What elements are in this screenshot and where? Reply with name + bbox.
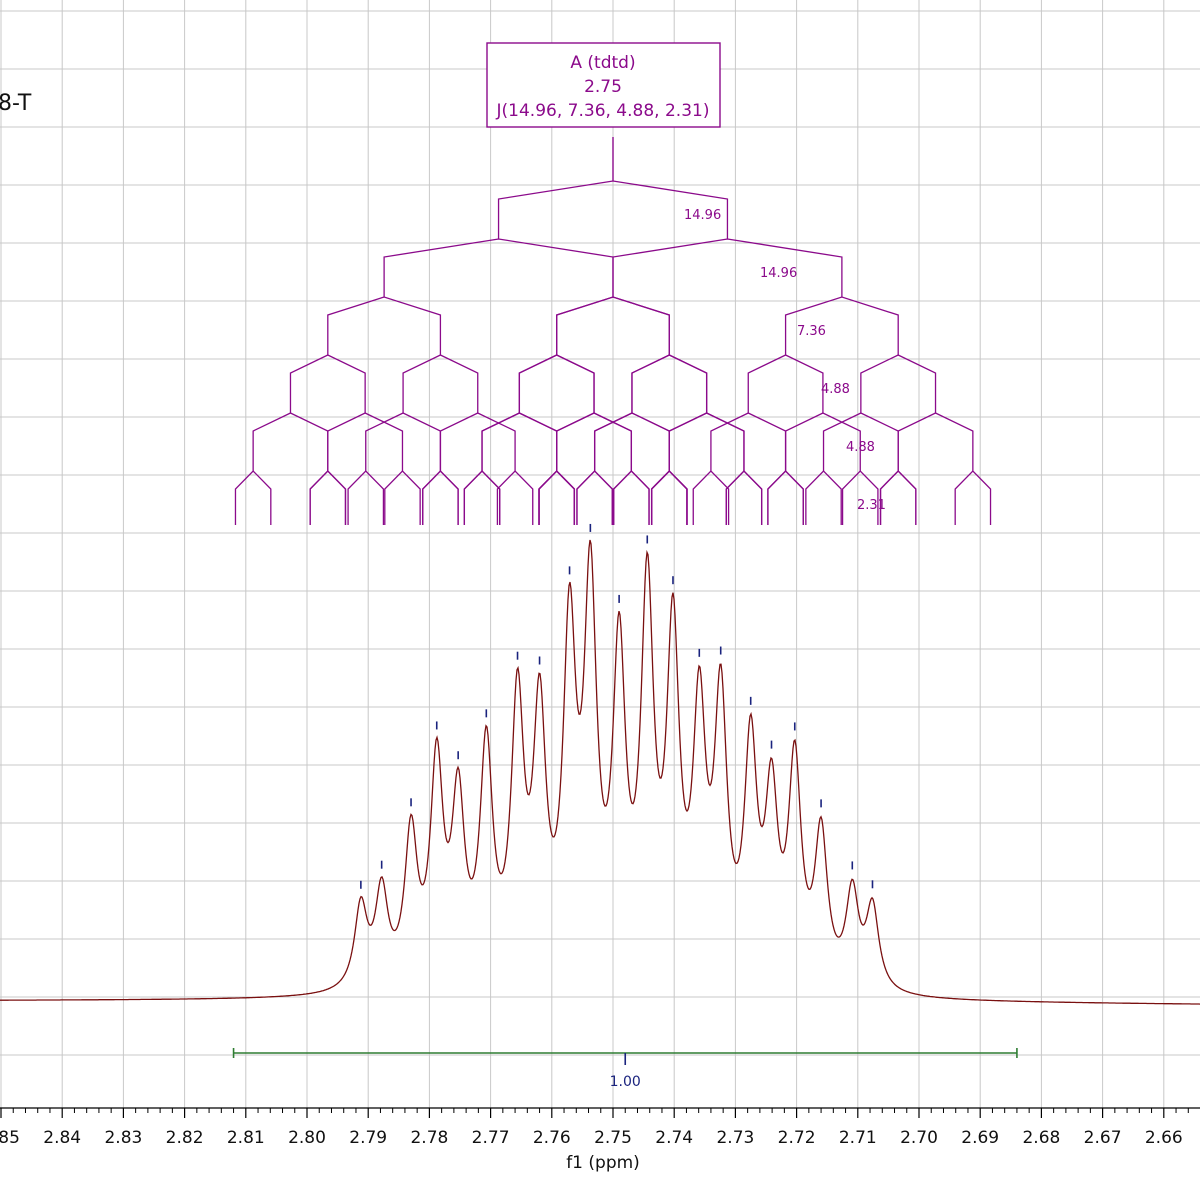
tree-branch bbox=[613, 470, 650, 525]
tree-branch bbox=[463, 470, 501, 525]
x-tick-label: 2.68 bbox=[1022, 1128, 1060, 1148]
tree-branch bbox=[463, 470, 501, 525]
tree-branch bbox=[692, 470, 730, 525]
tree-branch bbox=[496, 470, 534, 525]
coupling-constant-label: 14.96 bbox=[760, 266, 797, 281]
tree-branch bbox=[710, 412, 787, 471]
tree-branch bbox=[538, 470, 576, 525]
grid-lines bbox=[0, 0, 1200, 1108]
x-tick-label: 2.82 bbox=[166, 1128, 204, 1148]
tree-branch bbox=[841, 470, 879, 525]
tree-branch bbox=[289, 354, 366, 413]
x-tick-label: 2.74 bbox=[655, 1128, 693, 1148]
tree-branch bbox=[805, 470, 842, 525]
coupling-constant-label: 14.96 bbox=[684, 208, 721, 223]
tree-branch bbox=[384, 470, 421, 525]
x-tick-label: 2.84 bbox=[43, 1128, 81, 1148]
tree-branch bbox=[402, 354, 479, 413]
coupling-tree-labels: 14.96 14.96 7.36 4.88 4.88 2.31 bbox=[684, 208, 886, 513]
tree-branch bbox=[497, 180, 729, 239]
tree-branch bbox=[668, 412, 745, 471]
tree-branch bbox=[668, 412, 745, 471]
x-tick-label: 2.66 bbox=[1145, 1128, 1183, 1148]
x-tick-label: 2.80 bbox=[288, 1128, 326, 1148]
x-tick-label: 2.81 bbox=[227, 1128, 265, 1148]
tree-branch bbox=[879, 470, 917, 525]
tree-branch bbox=[631, 354, 708, 413]
tree-branch bbox=[234, 470, 272, 525]
coupling-constant-label: 2.31 bbox=[857, 498, 886, 513]
spectrum-line bbox=[0, 539, 1200, 1005]
tree-branch bbox=[954, 470, 992, 525]
tree-branch bbox=[439, 412, 516, 471]
tree-branch bbox=[613, 470, 650, 525]
tree-branch bbox=[725, 470, 763, 525]
multiplet-box bbox=[486, 42, 721, 128]
x-tick-label: 2.76 bbox=[533, 1128, 571, 1148]
tree-branch bbox=[481, 412, 558, 471]
x-tick-label: 2.77 bbox=[472, 1128, 510, 1148]
multiplet-couplings: J(14.96, 7.36, 4.88, 2.31) bbox=[496, 101, 710, 121]
x-tick-label: 2.73 bbox=[716, 1128, 754, 1148]
tree-branch bbox=[650, 470, 688, 525]
tree-branch bbox=[481, 412, 558, 471]
integral-value: 1.00 bbox=[610, 1074, 641, 1090]
tree-branch bbox=[422, 470, 459, 525]
x-tick-label: 2.70 bbox=[900, 1128, 938, 1148]
tree-branch bbox=[518, 354, 595, 413]
x-tick-label: 2.69 bbox=[961, 1128, 999, 1148]
tree-branch bbox=[518, 354, 595, 413]
tree-branch bbox=[650, 470, 688, 525]
x-tick-label: 2.71 bbox=[839, 1128, 877, 1148]
tree-branch bbox=[767, 470, 804, 525]
tree-branch bbox=[556, 296, 670, 355]
x-tick-label: 2.75 bbox=[594, 1128, 632, 1148]
tree-branch bbox=[650, 470, 688, 525]
coupling-constant-label: 4.88 bbox=[821, 382, 850, 397]
tree-branch bbox=[860, 354, 937, 413]
tree-branch bbox=[767, 470, 804, 525]
tree-branch bbox=[784, 412, 861, 471]
tree-branch bbox=[327, 412, 404, 471]
x-tick-label: 2.72 bbox=[778, 1128, 816, 1148]
tree-branch bbox=[327, 296, 442, 355]
tree-branch bbox=[747, 354, 824, 413]
multiplet-label: A (tdtd) bbox=[570, 53, 635, 73]
coupling-tree bbox=[234, 137, 992, 525]
tree-branch bbox=[252, 412, 329, 471]
tree-branch bbox=[631, 354, 708, 413]
x-tick-label: 2.83 bbox=[104, 1128, 142, 1148]
tree-branch bbox=[383, 238, 614, 297]
tree-branch bbox=[538, 470, 576, 525]
tree-branch bbox=[309, 470, 347, 525]
multiplet-annotation: A (tdtd) 2.75 J(14.96, 7.36, 4.88, 2.31) bbox=[486, 42, 721, 128]
coupling-constant-label: 7.36 bbox=[797, 324, 826, 339]
tree-branch bbox=[576, 470, 613, 525]
coupling-constant-label: 4.88 bbox=[846, 440, 875, 455]
x-axis-ticks: 2.85 2.84 2.83 2.82 2.81 2.80 2.79 2.78 2.77 2.76… bbox=[0, 1108, 1189, 1148]
tree-branch bbox=[538, 470, 576, 525]
tree-branch bbox=[784, 296, 899, 355]
x-tick-label: 2.67 bbox=[1084, 1128, 1122, 1148]
tree-branch bbox=[309, 470, 347, 525]
tree-branch bbox=[612, 238, 843, 297]
sample-label: 8-T bbox=[0, 91, 32, 116]
x-tick-label: 2.79 bbox=[349, 1128, 387, 1148]
x-tick-label: 2.85 bbox=[0, 1128, 20, 1148]
tree-branch bbox=[422, 470, 459, 525]
tree-branch bbox=[556, 412, 633, 471]
integral: 1.00 bbox=[232, 1048, 1018, 1090]
x-tick-label: 2.78 bbox=[410, 1128, 448, 1148]
tree-branch bbox=[650, 470, 688, 525]
tree-branch bbox=[725, 470, 763, 525]
tree-branch bbox=[576, 470, 613, 525]
tree-branch bbox=[897, 412, 974, 471]
peak-markers bbox=[360, 523, 874, 889]
tree-branch bbox=[347, 470, 385, 525]
multiplet-shift: 2.75 bbox=[584, 77, 622, 97]
tree-branch bbox=[538, 470, 576, 525]
x-axis-title: f1 (ppm) bbox=[566, 1153, 640, 1173]
